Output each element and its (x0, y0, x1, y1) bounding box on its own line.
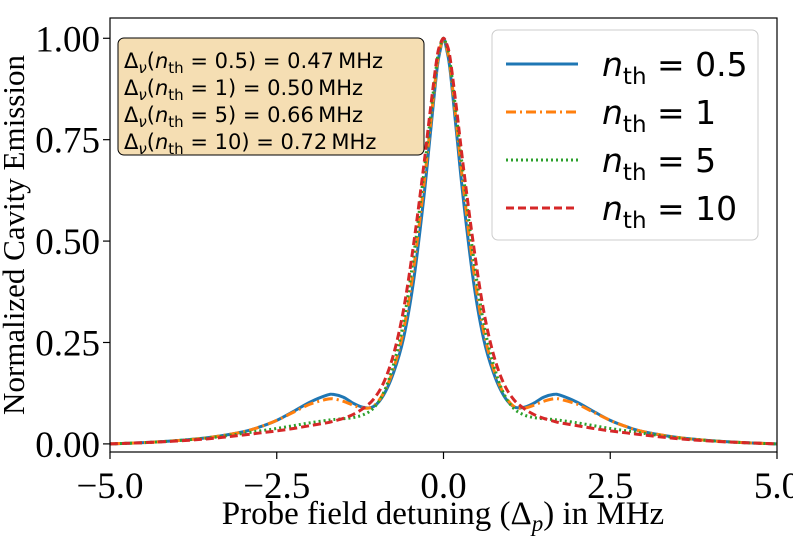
annotation-line-3: Δν(nth = 5) = 0.66 MHz (124, 103, 363, 131)
annotation-delta: Δ (124, 76, 139, 100)
x-axis-label: Probe field detuning (Δp) in MHz (222, 496, 664, 536)
annotation-line-2: Δν(nth = 1) = 0.50 MHz (124, 76, 363, 104)
x-axis-ticks: −5.0 −2.5 0.0 2.5 5.0 (76, 452, 793, 507)
annotation-value: = 10) = 0.72 MHz (184, 130, 377, 154)
legend-label-subscript: th (623, 160, 647, 186)
series-line-4 (109, 36, 778, 446)
x-tick-label: −2.5 (243, 466, 310, 507)
y-tick-label: 0.25 (35, 323, 100, 364)
annotation-nu-subscript: ν (138, 86, 146, 104)
y-tick-label: 1.00 (35, 19, 100, 60)
annotation-open-paren: ( (147, 76, 155, 100)
annotation-background (117, 37, 425, 156)
legend-label-subscript: th (623, 208, 647, 234)
annotation-delta: Δ (124, 49, 139, 73)
annotation-value: = 5) = 0.66 MHz (184, 103, 363, 127)
legend-label-value: = 5 (647, 141, 717, 180)
legend-label-subscript: th (623, 64, 647, 90)
legend-label-value: = 10 (647, 189, 738, 228)
x-axis-label-subscript: p (530, 511, 544, 536)
annotation-th-subscript: th (168, 113, 183, 131)
annotation-value: = 0.5) = 0.47 MHz (184, 49, 383, 73)
annotation-n: n (155, 49, 168, 73)
legend-label-4: nth = 10 (602, 189, 737, 234)
annotation-open-paren: ( (147, 103, 155, 127)
y-axis-ticks: 0.00 0.25 0.50 0.75 1.00 (35, 19, 110, 466)
annotation-th-subscript: th (168, 140, 183, 158)
annotation-th-subscript: th (168, 86, 183, 104)
series-layer (109, 36, 778, 446)
annotation-open-paren: ( (147, 130, 155, 154)
annotation-line-1: Δν(nth = 0.5) = 0.47 MHz (124, 49, 383, 77)
legend-label-value: = 1 (647, 93, 717, 132)
y-tick-label: 0.75 (35, 121, 100, 162)
x-tick-label: 2.5 (587, 466, 633, 507)
legend-label-2: nth = 1 (602, 93, 716, 138)
x-axis-label-tail: ) in MHz (543, 496, 664, 532)
annotation-delta: Δ (124, 103, 139, 127)
x-axis-label-main: Probe field detuning (Δ (222, 496, 532, 532)
legend-label-value: = 0.5 (647, 45, 748, 84)
annotation-line-4: Δν(nth = 10) = 0.72 MHz (124, 130, 376, 158)
legend-label-3: nth = 5 (602, 141, 716, 186)
series-line-2 (109, 36, 778, 446)
annotation-th-subscript: th (168, 59, 183, 77)
legend-label-base: n (602, 189, 623, 228)
legend-label-base: n (602, 93, 623, 132)
legend-label-subscript: th (623, 112, 647, 138)
y-axis-label: Normalized Cavity Emission (0, 55, 31, 415)
annotation-n: n (155, 103, 168, 127)
annotation-delta: Δ (124, 130, 139, 154)
y-tick-label: 0.00 (35, 425, 100, 466)
annotation-value: = 1) = 0.50 MHz (184, 76, 363, 100)
legend-background (491, 29, 759, 241)
legend-label-base: n (602, 141, 623, 180)
annotation-nu-subscript: ν (138, 59, 146, 77)
x-tick-label: −5.0 (76, 466, 143, 507)
legend-label-1: nth = 0.5 (602, 45, 748, 90)
legend-label-base: n (602, 45, 623, 84)
annotation-n: n (155, 76, 168, 100)
annotation-open-paren: ( (147, 49, 155, 73)
annotation-n: n (155, 130, 168, 154)
x-tick-label: 5.0 (754, 466, 793, 507)
annotation-nu-subscript: ν (138, 140, 146, 158)
y-tick-label: 0.50 (35, 222, 100, 263)
annotation-nu-subscript: ν (138, 113, 146, 131)
x-tick-label: 0.0 (420, 466, 466, 507)
